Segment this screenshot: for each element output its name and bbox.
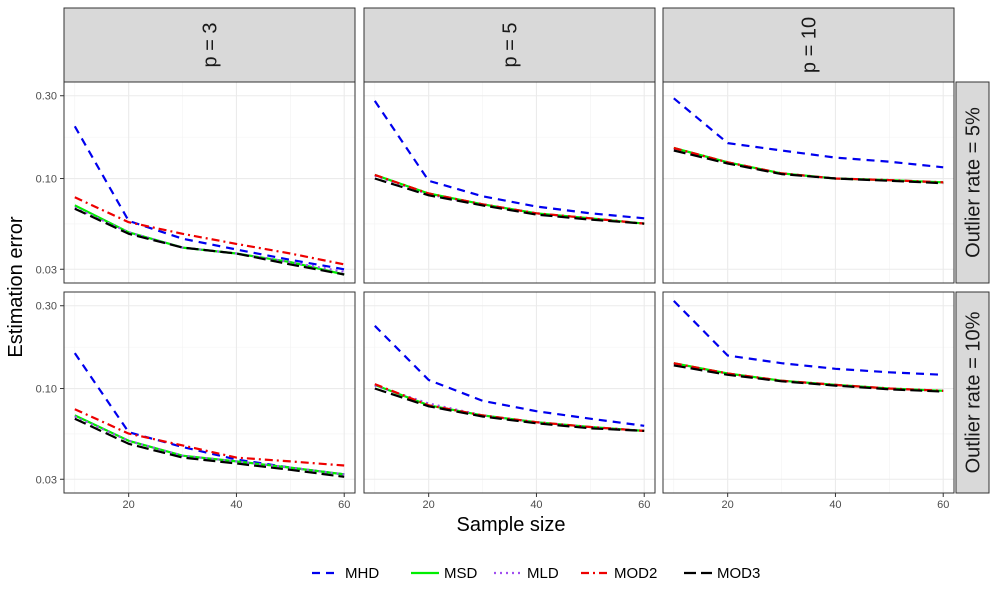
legend-item-mod2: MOD2	[581, 565, 657, 582]
panel-r1-c1	[63, 81, 356, 284]
panel-r1-c3	[662, 81, 955, 284]
series-line-mld	[74, 206, 345, 273]
y-tick-label: 0.30	[36, 91, 57, 103]
series-line-mhd	[373, 100, 645, 220]
x-tick-label: 40	[230, 499, 242, 511]
legend-item-msd: MSD	[411, 565, 478, 582]
y-tick-label: 0.03	[36, 264, 57, 276]
legend-item-mod3: MOD3	[684, 565, 760, 582]
row-strip-label: Outlier rate = 10%	[963, 311, 985, 473]
legend-item-mhd: MHD	[312, 565, 379, 582]
axis-ticks: 0.03 0.10 0.30 0.03 0.10 0.30 20 40 60 20 40 60 20 40…	[36, 91, 950, 511]
x-tick-label: 20	[722, 499, 734, 511]
series-line-mod3	[374, 177, 645, 225]
x-tick-label: 60	[937, 499, 949, 511]
column-strip-label: p = 3	[200, 22, 222, 67]
column-strip	[662, 7, 955, 83]
panel-r2-c3	[662, 291, 955, 494]
series-line-mod3	[673, 149, 944, 185]
x-tick-label: 40	[829, 499, 841, 511]
y-tick-label: 0.10	[36, 174, 57, 186]
panel-background	[364, 82, 655, 283]
panel-background	[364, 292, 655, 493]
column-strip	[63, 7, 356, 83]
series-line-mhd	[673, 300, 944, 376]
series-line-mod3	[74, 417, 345, 478]
y-tick-label: 0.30	[36, 301, 57, 313]
panel-background	[663, 292, 954, 493]
panel-background	[663, 82, 954, 283]
legend-label: MSD	[444, 565, 478, 582]
row-strip	[955, 291, 990, 494]
y-tick-label: 0.03	[36, 474, 57, 486]
series-line-mod3	[74, 207, 345, 276]
y-axis-title: Estimation error	[5, 216, 27, 357]
series-line-mod3	[673, 364, 944, 393]
series-line-mod3	[374, 387, 645, 432]
series-line-mhd	[374, 325, 645, 427]
series-line-mod2	[74, 196, 345, 266]
series-line-mhd	[673, 97, 944, 169]
legend-label: MLD	[527, 565, 559, 582]
panel-background	[64, 82, 355, 283]
legend-label: MHD	[345, 565, 379, 582]
panel-r1-c2	[363, 81, 656, 284]
x-tick-label: 60	[638, 499, 650, 511]
x-tick-label: 60	[338, 499, 350, 511]
legend-item-mld: MLD	[494, 565, 559, 582]
panels	[63, 81, 955, 494]
series-line-mld	[74, 415, 345, 476]
series-line-mod2	[74, 408, 345, 467]
panel-r2-c1	[63, 291, 356, 494]
legend-label: MOD2	[614, 565, 657, 582]
x-tick-label: 20	[423, 499, 435, 511]
y-tick-label: 0.10	[36, 384, 57, 396]
series-line-mhd	[73, 125, 345, 271]
column-strip	[363, 7, 656, 83]
row-strip-label: Outlier rate = 5%	[963, 107, 985, 258]
x-tick-label: 40	[530, 499, 542, 511]
facet-strips: p = 3 p = 5 p = 10 Outlier rate = 5% Outlier…	[63, 7, 990, 494]
panel-border	[662, 291, 955, 494]
panel-border	[63, 291, 356, 494]
panel-border	[363, 291, 656, 494]
x-tick-label: 20	[123, 499, 135, 511]
legend-label: MOD3	[717, 565, 760, 582]
panel-background	[64, 292, 355, 493]
x-axis-title: Sample size	[457, 514, 566, 536]
column-strip-label: p = 5	[500, 22, 522, 67]
panel-r2-c2	[363, 291, 656, 494]
column-strip-label: p = 10	[799, 17, 821, 73]
legend: MHD MSD MLD MOD2 MOD3	[312, 565, 760, 582]
row-strip	[955, 81, 990, 284]
